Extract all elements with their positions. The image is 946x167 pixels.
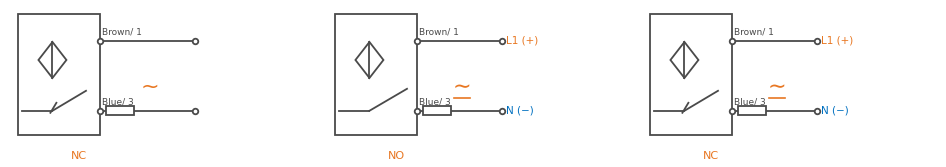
Text: Brown/ 1: Brown/ 1 bbox=[419, 28, 459, 37]
Text: N (−): N (−) bbox=[821, 106, 849, 116]
Bar bbox=[18, 14, 100, 135]
Text: L1 (+): L1 (+) bbox=[506, 36, 538, 46]
Text: N (−): N (−) bbox=[506, 106, 534, 116]
Text: Brown/ 1: Brown/ 1 bbox=[102, 28, 142, 37]
Bar bbox=[650, 14, 732, 135]
Bar bbox=[106, 106, 134, 115]
Bar bbox=[738, 106, 766, 115]
Text: Blue/ 3: Blue/ 3 bbox=[419, 98, 450, 107]
Text: ∼: ∼ bbox=[768, 77, 786, 97]
Text: L1 (+): L1 (+) bbox=[821, 36, 853, 46]
Text: ∼: ∼ bbox=[453, 77, 471, 97]
Text: Brown/ 1: Brown/ 1 bbox=[734, 28, 774, 37]
Bar bbox=[423, 106, 451, 115]
Text: ~: ~ bbox=[141, 77, 159, 97]
Text: NO: NO bbox=[388, 151, 405, 161]
Text: Blue/ 3: Blue/ 3 bbox=[734, 98, 765, 107]
Text: Blue/ 3: Blue/ 3 bbox=[102, 98, 133, 107]
Bar bbox=[335, 14, 417, 135]
Text: NC: NC bbox=[703, 151, 719, 161]
Text: NC: NC bbox=[71, 151, 87, 161]
